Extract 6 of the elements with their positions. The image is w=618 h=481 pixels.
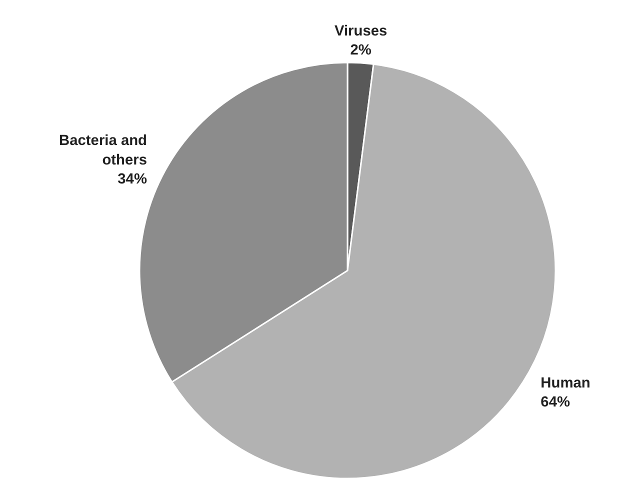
slice-label: Bacteria and others (59, 133, 148, 168)
slice-label: Human (540, 375, 590, 392)
data-label: 34% (118, 171, 148, 188)
data-label: 2% (350, 42, 372, 59)
slice-label: Viruses (334, 24, 388, 40)
data-label: 64% (540, 394, 570, 411)
